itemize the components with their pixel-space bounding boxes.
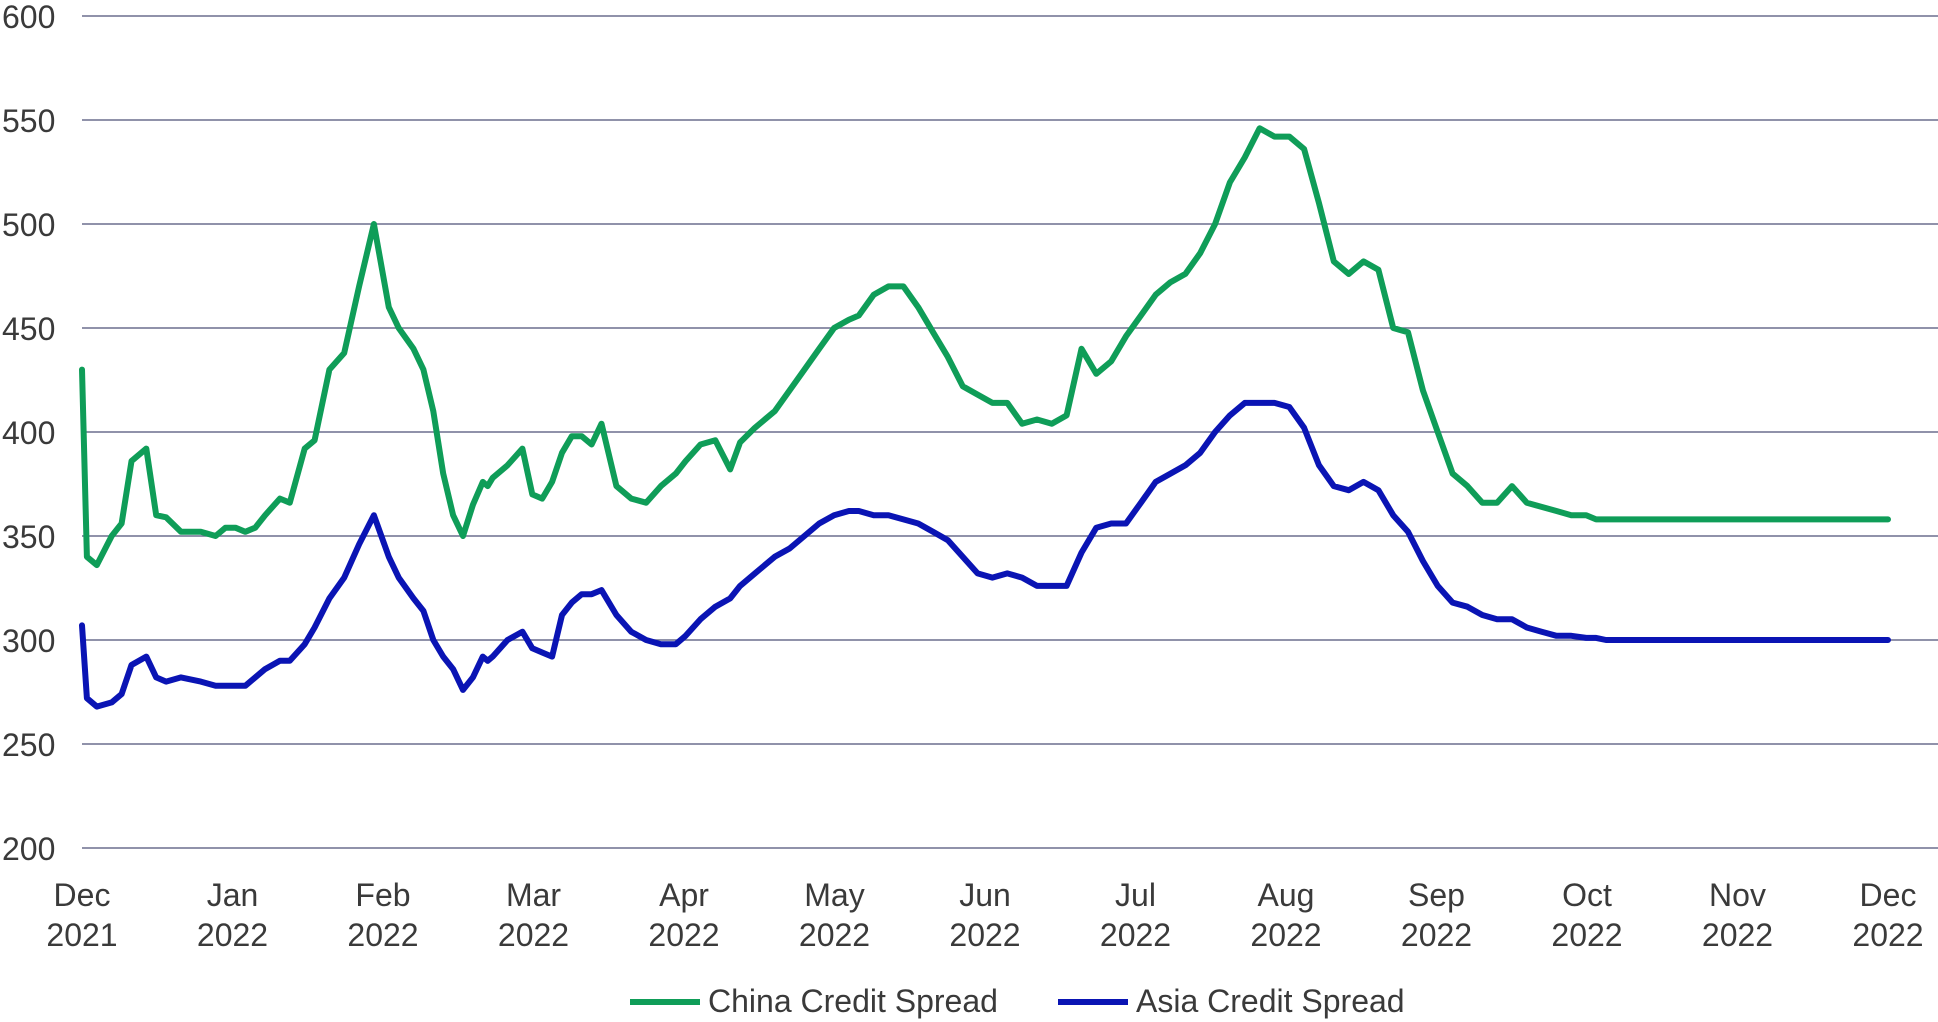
x-tick-month: May (804, 877, 864, 913)
x-tick-year: 2022 (648, 917, 719, 953)
y-tick-label: 500 (2, 207, 55, 243)
x-tick-year: 2022 (949, 917, 1020, 953)
y-tick-label: 600 (2, 0, 55, 35)
x-tick-year: 2022 (1250, 917, 1321, 953)
series-line-asia-credit-spread (79, 399, 1891, 710)
x-tick-month: Jan (207, 877, 259, 913)
x-tick-year: 2022 (1401, 917, 1472, 953)
x-axis-ticks: Dec 2021 Jan 2022 Feb 2022 Mar 2022 Apr 2022 May 20… (46, 877, 1923, 953)
y-tick-label: 350 (2, 519, 55, 555)
x-tick-year: 2022 (1852, 917, 1923, 953)
legend: China Credit Spread Asia Credit Spread (630, 983, 1405, 1019)
y-axis-ticks: 600 550 500 450 400 350 300 250 200 (2, 0, 55, 867)
y-tick-label: 200 (2, 831, 55, 867)
x-tick-month: Feb (355, 877, 410, 913)
y-tick-label: 400 (2, 415, 55, 451)
x-tick-month: Dec (54, 877, 111, 913)
x-tick-month: Aug (1258, 877, 1315, 913)
x-tick-month: Mar (506, 877, 561, 913)
x-tick-year: 2022 (1100, 917, 1171, 953)
y-tick-label: 300 (2, 623, 55, 659)
x-tick-year: 2022 (799, 917, 870, 953)
x-tick-month: Sep (1408, 877, 1465, 913)
x-tick-month: Oct (1562, 877, 1612, 913)
x-tick-month: Dec (1860, 877, 1917, 913)
x-tick-month: Jul (1115, 877, 1156, 913)
x-tick-month: Apr (659, 877, 709, 913)
series-lines (79, 125, 1891, 710)
y-tick-label: 550 (2, 103, 55, 139)
x-tick-year: 2022 (498, 917, 569, 953)
x-tick-year: 2022 (1551, 917, 1622, 953)
grid-lines (82, 15, 1938, 849)
x-tick-year: 2022 (197, 917, 268, 953)
y-tick-label: 450 (2, 311, 55, 347)
legend-label-china: China Credit Spread (708, 983, 998, 1019)
x-tick-year: 2022 (347, 917, 418, 953)
x-tick-year: 2022 (1702, 917, 1773, 953)
x-tick-year: 2021 (46, 917, 117, 953)
x-tick-month: Nov (1709, 877, 1766, 913)
x-tick-month: Jun (959, 877, 1011, 913)
series-line-china-credit-spread (79, 125, 1891, 569)
y-tick-label: 250 (2, 727, 55, 763)
legend-label-asia: Asia Credit Spread (1136, 983, 1405, 1019)
